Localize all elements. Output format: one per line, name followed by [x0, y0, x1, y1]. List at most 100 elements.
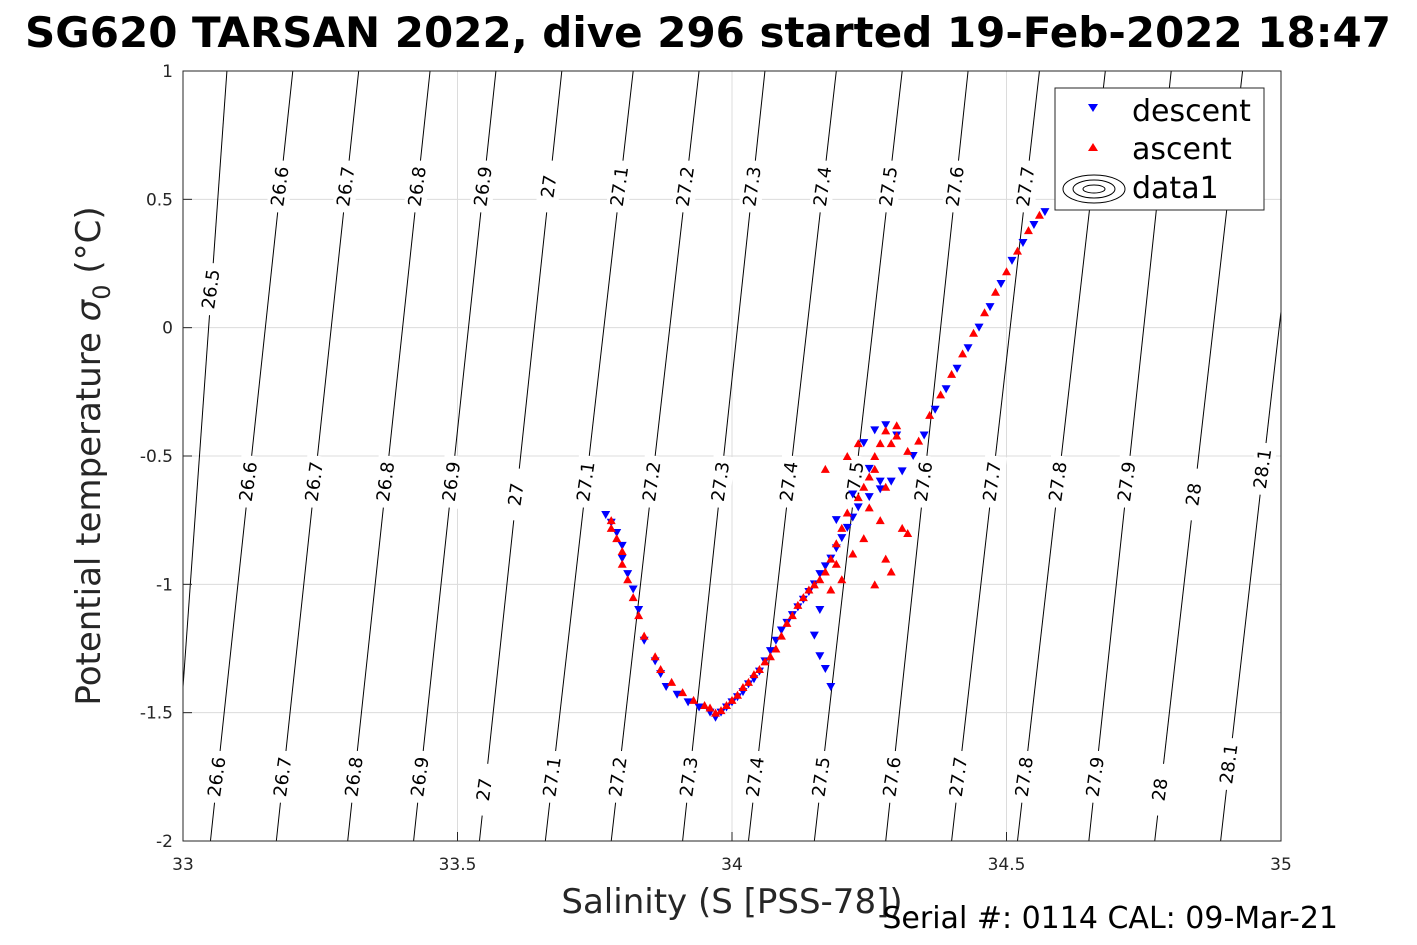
contour-label-mask [874, 159, 904, 214]
descent-point [941, 385, 951, 394]
y-tick-label: 1 [162, 62, 173, 82]
contour-label-mask [674, 749, 704, 805]
ascent-point [727, 695, 737, 704]
contour-label-mask [268, 749, 298, 805]
descent-point [815, 570, 825, 579]
legend-descent-marker [1088, 104, 1098, 112]
legend-box [1054, 87, 1265, 211]
contour-label-mask [340, 749, 370, 805]
ascent-point [1012, 246, 1022, 255]
ascent-point [732, 690, 742, 699]
descent-point [952, 364, 962, 373]
x-tick-label: 33.5 [439, 855, 477, 875]
contour-label-mask [941, 159, 971, 214]
descent-point [848, 490, 858, 499]
contour-label-mask [909, 454, 939, 509]
descent-point [897, 467, 907, 476]
ascent-point [639, 631, 649, 640]
x-axis-label: Salinity (S [PSS-78]) [561, 882, 902, 922]
ascent-point [969, 328, 979, 337]
descent-point [617, 541, 627, 550]
ascent-point [831, 539, 841, 548]
x-tick-label: 34.5 [988, 855, 1026, 875]
contour-label-mask [437, 454, 467, 509]
descent-point [634, 606, 644, 614]
contour-label: 27 [537, 174, 561, 200]
y-axis-label: Potential temperature σ0 (°C) [69, 206, 116, 705]
descent-point [694, 703, 704, 712]
descent-point [1007, 256, 1017, 265]
descent-point [919, 431, 929, 440]
descent-point [1018, 238, 1028, 247]
ascent-point [820, 464, 830, 473]
descent-point [974, 323, 984, 332]
ascent-point [881, 554, 891, 563]
ascent-point [826, 554, 836, 563]
contour-label-mask [502, 467, 532, 522]
serial-cal-note: Serial #: 0114 CAL: 09-Mar-21 [882, 901, 1338, 936]
y-axis-ticks: -2 -1.5 -1 -0.5 0 0.5 1 [140, 62, 192, 852]
ascent-point [623, 575, 633, 584]
ascent-point [947, 369, 957, 378]
descent-point [886, 477, 896, 486]
contour-label-mask [738, 159, 768, 214]
descent-point [985, 303, 995, 312]
ascent-point [870, 452, 880, 460]
descent-point [1029, 221, 1039, 229]
descent-point [601, 511, 611, 520]
ascent-point [914, 436, 924, 445]
ascent-point [892, 421, 902, 430]
contour-label-mask [1112, 454, 1142, 509]
ascent-point [793, 600, 803, 609]
contour-label-mask [807, 749, 837, 805]
ascent-point [892, 431, 902, 440]
legend-contour-icon [1062, 174, 1126, 204]
ascent-point [859, 534, 869, 543]
ascent-point [875, 516, 885, 525]
legend-ascent-marker [1088, 143, 1098, 151]
ascent-point [760, 657, 770, 666]
ascent-point [765, 652, 775, 661]
ascent-point [782, 618, 792, 627]
contour-label: 28 [1182, 482, 1206, 508]
contour-label-mask [1146, 762, 1176, 817]
contour-label-mask [234, 454, 264, 509]
y-tick-label: 0 [162, 319, 173, 339]
ascent-point [859, 482, 869, 491]
descent-point [809, 631, 819, 640]
ascent-point [864, 503, 874, 512]
y-axis-label-main: Potential temperature [69, 321, 109, 705]
y-tick-label: -0.5 [140, 447, 173, 467]
descent-point [623, 570, 633, 579]
ascent-point [886, 567, 896, 576]
ascent-point [667, 677, 677, 686]
ascent-point [650, 652, 660, 661]
ascent-point [722, 700, 732, 709]
ascent-point [897, 523, 907, 532]
contour-label-mask [741, 749, 771, 805]
y-axis-label-unit: (°C) [69, 206, 109, 284]
ascent-point [815, 575, 825, 584]
contour-label-mask [371, 454, 401, 509]
ascent-point [716, 706, 726, 715]
density-contour-26.5 [183, 71, 228, 695]
descent-point [853, 503, 863, 512]
contour-label-mask [403, 159, 433, 214]
descent-point [1040, 208, 1050, 217]
ascent-point [1002, 267, 1011, 276]
contour-label-mask [1214, 736, 1244, 792]
ascent-point [820, 567, 830, 576]
y-axis-label-subscript: 0 [88, 284, 116, 299]
ascent-point [831, 559, 841, 568]
descent-point [672, 690, 682, 699]
contour-label-mask [470, 762, 500, 817]
contour-label-mask [978, 454, 1008, 509]
ascent-point [980, 308, 990, 317]
contour-label-mask [605, 159, 635, 214]
x-tick-label: 33 [172, 855, 194, 875]
descent-point [815, 606, 825, 614]
descent-point [628, 585, 638, 594]
ascent-point [617, 559, 627, 568]
contour-label-mask [265, 159, 295, 214]
